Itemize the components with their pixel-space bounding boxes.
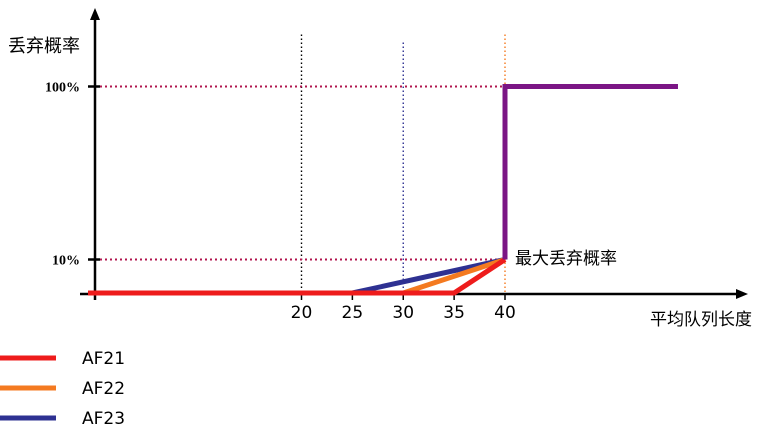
legend-label-af21: AF21 xyxy=(82,349,125,369)
series-lines xyxy=(88,84,678,296)
x-tick-label-25: 25 xyxy=(342,303,364,323)
series-line-af21 xyxy=(88,257,507,296)
tick-labels: 20 25 30 35 40 10% 100% xyxy=(45,81,516,324)
legend-label-af22: AF22 xyxy=(82,379,125,399)
axes: 丢弃概率 平均队列长度 xyxy=(8,8,752,330)
series-line-af22 xyxy=(88,257,506,296)
y-tick-label-10-: 10% xyxy=(52,254,80,269)
y-axis-title: 丢弃概率 xyxy=(8,36,80,57)
legend-label-af23: AF23 xyxy=(82,409,125,429)
series-line-af23 xyxy=(88,257,506,296)
y-tick-label-100-: 100% xyxy=(45,81,80,96)
x-axis-arrow xyxy=(736,289,748,299)
max-drop-probability-annotation: 最大丢弃概率 xyxy=(515,249,617,269)
x-axis-title: 平均队列长度 xyxy=(650,310,752,330)
series-line-unnamed-4 xyxy=(502,84,678,260)
legend: AF21 AF22 AF23 xyxy=(0,349,125,429)
y-axis-arrow xyxy=(90,8,100,20)
x-tick-label-20: 20 xyxy=(291,303,313,323)
reference-lines xyxy=(100,32,506,292)
x-tick-label-40: 40 xyxy=(494,303,516,323)
x-tick-label-30: 30 xyxy=(392,303,414,323)
x-tick-label-35: 35 xyxy=(443,303,465,323)
